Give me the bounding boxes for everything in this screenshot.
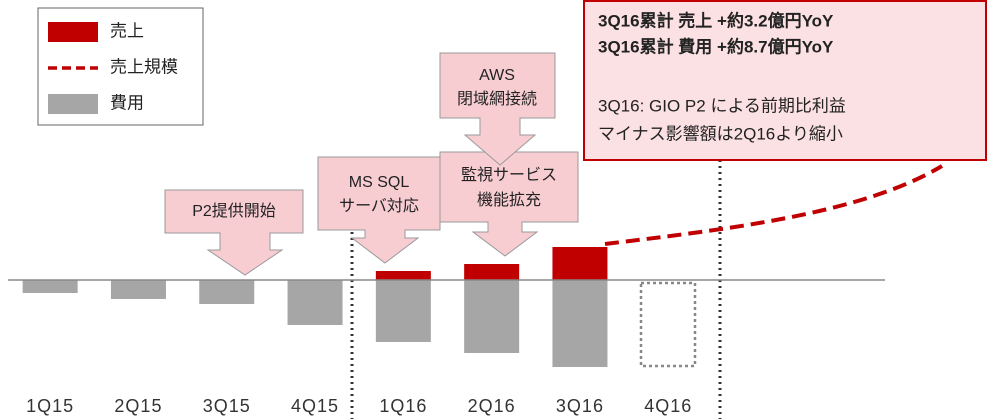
- bar: [464, 264, 520, 280]
- summary-text: マイナス影響額は2Q16より縮小: [598, 124, 843, 143]
- legend-swatch: [48, 22, 98, 42]
- bar: [22, 280, 78, 293]
- callout-text: 機能拡充: [477, 191, 541, 209]
- callout-text: MS SQL: [349, 174, 410, 191]
- bar: [287, 280, 343, 325]
- x-tick-label: 1Q15: [26, 396, 74, 416]
- legend-swatch: [48, 94, 98, 114]
- x-tick-label: 2Q16: [468, 396, 516, 416]
- summary-text: 3Q16: GIO P2 による前期比利益: [598, 96, 846, 115]
- callout-text: AWS: [479, 67, 515, 84]
- summary-box: [583, 0, 987, 161]
- x-tick-label: 3Q16: [556, 396, 604, 416]
- callout-text: P2提供開始: [192, 202, 276, 220]
- x-tick-label: 4Q15: [291, 396, 339, 416]
- bar: [552, 247, 608, 280]
- bar: [464, 280, 520, 353]
- callout-text: 監視サービス: [461, 166, 557, 184]
- bar: [199, 280, 255, 304]
- bar: [110, 280, 166, 299]
- placeholder-bar: [639, 281, 697, 368]
- revenue-scale-line: [604, 164, 944, 246]
- callout-text: 閉域網接続: [457, 90, 537, 108]
- bar: [375, 271, 431, 280]
- callout-text: サーバ対応: [339, 197, 419, 215]
- x-tick-label: 3Q15: [203, 396, 251, 416]
- summary-text: 3Q16累計 費用 +約8.7億円YoY: [598, 36, 834, 56]
- legend-label: 売上: [110, 21, 144, 40]
- legend-label: 費用: [110, 93, 144, 112]
- bar: [375, 280, 431, 342]
- callout: [164, 189, 304, 276]
- callout: [439, 151, 579, 257]
- x-tick-label: 4Q16: [644, 396, 692, 416]
- callout: [439, 52, 556, 166]
- summary-text: 3Q16累計 売上 +約3.2億円YoY: [598, 10, 834, 30]
- legend-label: 売上規模: [110, 57, 178, 76]
- bars: [22, 247, 608, 367]
- x-tick-label: 1Q16: [379, 396, 427, 416]
- bar: [552, 280, 608, 367]
- x-tick-label: 2Q15: [114, 396, 162, 416]
